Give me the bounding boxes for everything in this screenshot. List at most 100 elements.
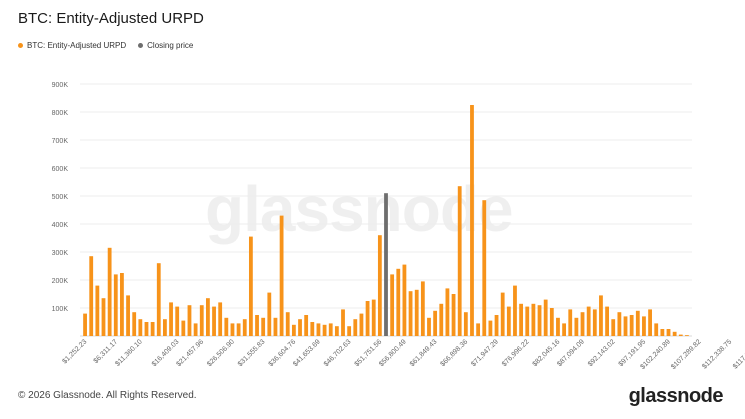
legend-label-closing-price: Closing price	[147, 41, 194, 50]
urpd-bar	[347, 326, 352, 336]
urpd-bar	[672, 331, 677, 336]
urpd-bar	[476, 323, 481, 336]
urpd-bar	[445, 288, 450, 336]
urpd-bar	[556, 317, 560, 336]
urpd-bar	[617, 312, 622, 336]
copyright-footer: © 2026 Glassnode. All Rights Reserved.	[18, 390, 197, 401]
urpd-bar	[531, 303, 536, 336]
urpd-bar	[95, 285, 100, 336]
urpd-bar	[470, 105, 474, 336]
urpd-bar	[199, 305, 204, 336]
urpd-bar	[623, 316, 628, 336]
urpd-bar	[101, 298, 106, 336]
urpd-bar	[562, 323, 567, 336]
y-tick-label: 400K	[52, 222, 69, 229]
x-tick-label: $117,387.69	[732, 338, 745, 370]
urpd-bar	[359, 313, 364, 336]
urpd-bar	[107, 247, 112, 336]
x-tick-label: $112,338.75	[701, 338, 733, 370]
urpd-bar	[298, 319, 302, 336]
y-tick-label: 300K	[52, 250, 69, 257]
urpd-bar	[353, 319, 358, 336]
urpd-bar	[457, 186, 462, 336]
chart-title: BTC: Entity-Adjusted URPD	[18, 10, 204, 27]
urpd-bar	[463, 312, 468, 336]
urpd-bar	[120, 273, 124, 336]
y-tick-label: 900K	[52, 82, 69, 89]
urpd-bar	[279, 215, 284, 336]
urpd-bar	[390, 274, 395, 336]
urpd-bar	[666, 329, 671, 336]
urpd-bar	[629, 315, 634, 336]
x-tick-label: $31,555.83	[237, 338, 267, 368]
x-tick-label: $107,289.82	[670, 338, 703, 371]
urpd-bar	[267, 292, 272, 336]
x-tick-label: $66,898.36	[440, 338, 470, 368]
urpd-bar	[377, 235, 382, 336]
urpd-bar	[126, 295, 130, 336]
urpd-bar	[193, 323, 198, 336]
legend-swatch-urpd	[18, 43, 23, 48]
urpd-bar	[187, 305, 192, 336]
urpd-bar	[439, 303, 444, 336]
urpd-bar	[169, 302, 173, 336]
urpd-bar	[291, 324, 296, 336]
legend: BTC: Entity-Adjusted URPD Closing price	[18, 41, 193, 50]
y-tick-label: 500K	[52, 194, 69, 201]
urpd-bar	[328, 323, 333, 336]
closing-price-bar	[384, 193, 388, 336]
urpd-bar	[83, 313, 87, 336]
urpd-bar	[586, 306, 591, 336]
urpd-bar	[156, 263, 161, 336]
x-tick-label: $71,947.29	[470, 338, 500, 368]
urpd-bar	[506, 306, 511, 336]
urpd-bar	[574, 317, 579, 336]
y-tick-label: 100K	[52, 306, 69, 313]
urpd-bar	[181, 320, 186, 336]
urpd-bar	[500, 292, 505, 336]
x-tick-label: $11,360.10	[114, 338, 143, 367]
urpd-bar	[685, 335, 689, 336]
urpd-bar	[408, 291, 413, 336]
urpd-bar	[113, 274, 118, 336]
urpd-bar	[402, 264, 407, 336]
y-tick-label: 700K	[52, 138, 69, 145]
x-tick-label: $26,506.90	[206, 338, 236, 368]
urpd-bar	[537, 305, 542, 336]
urpd-bar	[322, 324, 327, 336]
urpd-bar	[420, 281, 425, 336]
urpd-bar	[519, 303, 524, 336]
urpd-bar	[236, 323, 241, 336]
urpd-bar	[605, 306, 609, 336]
urpd-bar	[549, 308, 554, 336]
x-tick-label: $76,996.22	[501, 338, 531, 368]
urpd-bar	[138, 319, 143, 336]
urpd-bar	[494, 315, 499, 336]
urpd-bar	[599, 295, 603, 336]
urpd-bar	[132, 312, 137, 336]
urpd-bar	[371, 299, 376, 336]
y-tick-label: 600K	[52, 166, 69, 173]
legend-item-closing-price[interactable]: Closing price	[138, 41, 193, 50]
legend-item-urpd[interactable]: BTC: Entity-Adjusted URPD	[18, 41, 126, 50]
urpd-bar	[285, 312, 290, 336]
urpd-bar	[230, 323, 235, 336]
urpd-bar	[224, 317, 229, 336]
urpd-bar	[635, 310, 640, 336]
x-tick-label: $61,849.43	[409, 338, 439, 368]
y-tick-label: 800K	[52, 110, 69, 117]
urpd-bar	[451, 294, 456, 336]
x-tick-label: $92,143.02	[587, 338, 617, 368]
urpd-bar	[568, 309, 573, 336]
urpd-bar	[150, 322, 155, 336]
x-tick-label: $1,252.23	[62, 338, 89, 365]
urpd-bar	[304, 315, 309, 336]
urpd-bar	[648, 309, 652, 336]
urpd-bar	[273, 317, 278, 336]
urpd-bar	[255, 315, 259, 336]
urpd-bar	[144, 322, 149, 336]
urpd-bar	[642, 316, 646, 336]
urpd-bar	[248, 236, 253, 336]
urpd-bar	[488, 320, 493, 336]
